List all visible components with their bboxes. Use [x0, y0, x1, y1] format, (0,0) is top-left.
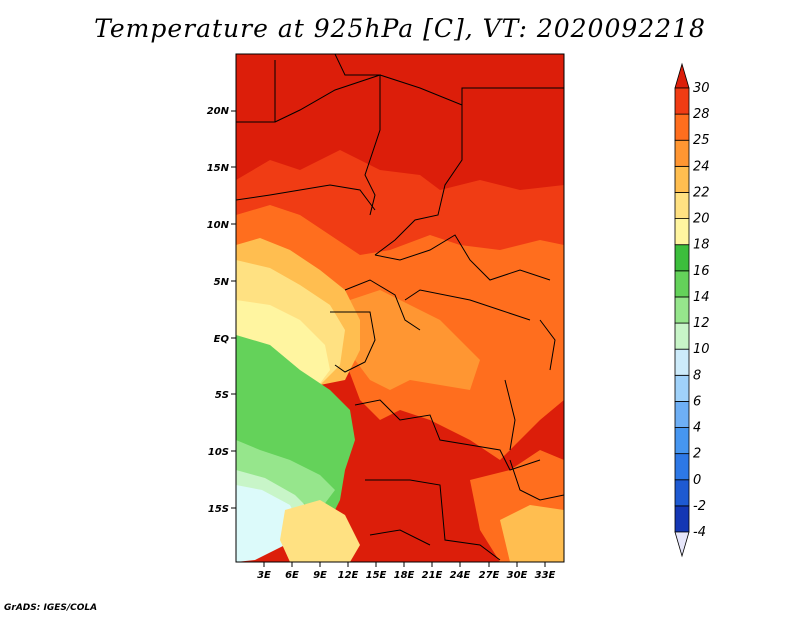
map-title: Temperature at 925hPa [C], VT: 202009221…: [94, 14, 706, 43]
colorbar-label: 25: [693, 133, 710, 148]
colorbar-label: 18: [693, 238, 710, 253]
country-borders: [236, 54, 564, 561]
colorbar-label: -4: [693, 525, 706, 540]
colorbar-swatch: [674, 401, 690, 428]
temperature-map: [235, 53, 565, 563]
lon-tick-label: 6E: [285, 570, 299, 581]
colorbar-swatch: [674, 165, 690, 193]
colorbar-swatch: [674, 348, 690, 376]
colorbar-label: -2: [693, 499, 706, 514]
lat-tick-label: 20N: [207, 106, 230, 117]
colorbar-swatch: [674, 139, 690, 167]
colorbar-label: 16: [693, 264, 710, 279]
colorbar-swatch: [674, 374, 690, 402]
lon-tick-label: 3E: [257, 570, 271, 581]
lon-tick-label: 21E: [422, 570, 443, 581]
lat-tick-label: 10S: [208, 447, 229, 458]
colorbar-label: 0: [693, 473, 701, 488]
lon-tick-label: 27E: [479, 570, 500, 581]
colorbar-label: 4: [693, 421, 701, 436]
lat-tick-label: 15S: [208, 504, 229, 515]
lon-tick-label: 9E: [313, 570, 327, 581]
lon-axis: 3E 6E 9E 12E 15E 18E 21E 24E 27E 30E 33E: [257, 562, 556, 581]
colorbar-swatch: [674, 87, 690, 115]
colorbar-top-arrow: [674, 62, 690, 89]
colorbar-label: 8: [693, 368, 701, 383]
lon-tick-label: 30E: [507, 570, 528, 581]
colorbar-swatch: [674, 453, 690, 481]
colorbar-label: 6: [693, 394, 701, 409]
colorbar-label: 14: [693, 290, 710, 305]
lat-tick-label: 5N: [214, 277, 230, 288]
region-lightgreen: [236, 440, 335, 510]
colorbar-swatch: [674, 244, 690, 272]
colorbar-label: 2: [693, 447, 701, 462]
colorbar-label: 30: [693, 81, 710, 96]
colorbar-label: 28: [693, 107, 710, 122]
lon-tick-label: 33E: [535, 570, 556, 581]
lon-tick-label: 24E: [450, 570, 471, 581]
colorbar-swatch: [674, 322, 690, 350]
colorbar-label: 22: [693, 185, 710, 200]
region-gold-southeast: [500, 505, 564, 562]
colorbar-label: 20: [693, 212, 710, 227]
lon-tick-label: 12E: [338, 570, 359, 581]
lat-tick-label: EQ: [214, 334, 230, 345]
lat-tick-label: 5S: [215, 390, 229, 401]
colorbar-swatch: [674, 479, 690, 507]
colorbar-swatch: [674, 113, 690, 141]
region-amber: [345, 290, 480, 390]
map-frame: [235, 53, 565, 563]
colorbar-swatch: [674, 427, 690, 455]
lon-tick-label: 15E: [366, 570, 387, 581]
lon-tick-label: 18E: [394, 570, 415, 581]
colorbar-swatch: [674, 296, 690, 324]
colorbar-swatch: [674, 270, 690, 298]
credit-text: GrADS: IGES/COLA: [4, 603, 98, 613]
lat-axis: 20N 15N 10N 5N EQ 5S 10S 15S: [207, 106, 236, 515]
colorbar-swatch: [674, 192, 690, 219]
colorbar-label: 24: [693, 159, 710, 174]
region-yellow-south: [280, 500, 360, 562]
colorbar-label: 12: [693, 316, 710, 331]
colorbar-label: 10: [693, 342, 710, 357]
lat-tick-label: 15N: [207, 163, 230, 174]
colorbar-bottom-arrow: [674, 531, 690, 558]
lat-tick-label: 10N: [207, 220, 230, 231]
colorbar-swatch: [674, 218, 690, 246]
colorbar-swatch: [674, 505, 690, 533]
region-pale: [236, 300, 330, 390]
